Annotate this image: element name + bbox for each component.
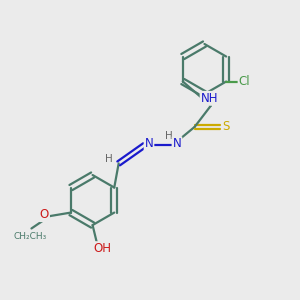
Text: S: S <box>223 120 230 134</box>
Text: N: N <box>172 137 181 150</box>
Text: N: N <box>145 137 153 150</box>
Text: NH: NH <box>201 92 218 105</box>
Text: H: H <box>105 154 113 164</box>
Text: OH: OH <box>93 242 111 255</box>
Text: H: H <box>165 131 173 141</box>
Text: O: O <box>40 208 49 221</box>
Text: Cl: Cl <box>238 75 250 88</box>
Text: CH₂CH₃: CH₂CH₃ <box>14 232 46 241</box>
